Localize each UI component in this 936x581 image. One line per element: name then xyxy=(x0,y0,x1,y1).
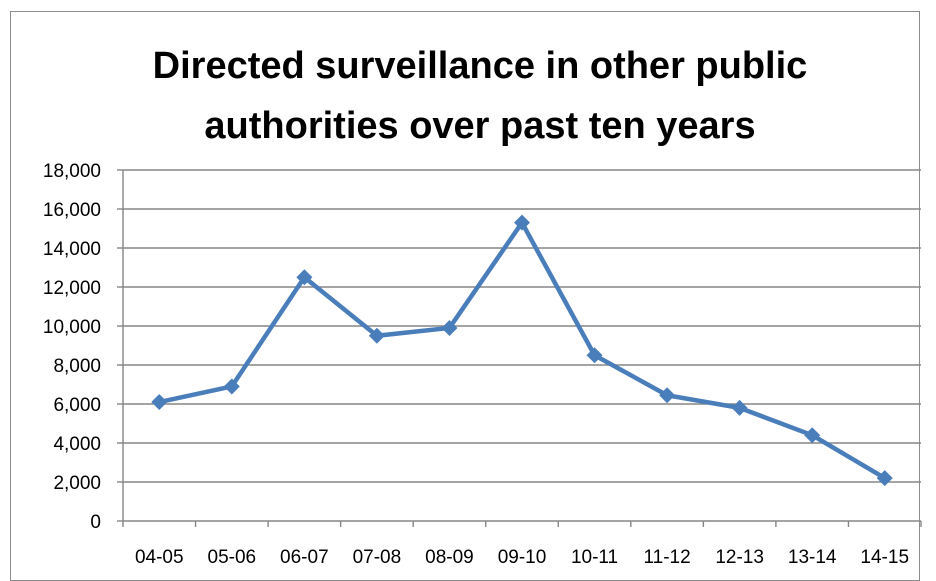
x-tick-label: 12-13 xyxy=(715,547,764,568)
data-point-marker xyxy=(804,427,821,444)
y-tick-label: 10,000 xyxy=(43,317,101,338)
data-point-marker xyxy=(368,327,385,344)
series-line xyxy=(158,220,886,481)
x-tick-label: 10-11 xyxy=(571,547,618,568)
chart-title-line-1: Directed surveillance in other public xyxy=(153,45,808,87)
data-point-marker xyxy=(223,378,240,395)
y-tick-label: 0 xyxy=(90,512,101,533)
x-tick-label: 13-14 xyxy=(788,547,837,568)
y-tick-label: 2,000 xyxy=(53,473,101,494)
y-tick-label: 6,000 xyxy=(53,395,101,416)
y-tick-label: 8,000 xyxy=(53,356,101,377)
chart-frame xyxy=(10,11,920,581)
y-axis-tick-labels: 0 2,000 4,000 6,000 8,000 10,000 12,000 14,000 1… xyxy=(43,161,101,533)
axes xyxy=(117,169,922,527)
x-tick-label: 11-12 xyxy=(643,547,690,568)
data-point-marker xyxy=(151,394,168,411)
x-tick-label: 14-15 xyxy=(860,547,909,568)
x-tick-label: 05-06 xyxy=(208,547,257,568)
y-tick-label: 16,000 xyxy=(43,200,101,221)
gridlines xyxy=(123,169,921,483)
data-point-marker xyxy=(659,387,676,404)
data-point-marker xyxy=(514,214,530,231)
y-tick-label: 18,000 xyxy=(43,161,101,182)
data-point-marker xyxy=(296,269,313,286)
data-point-marker xyxy=(441,319,458,336)
chart-title: Directed surveillance in other public au… xyxy=(153,45,808,147)
data-point-marker xyxy=(876,470,893,487)
x-tick-label: 06-07 xyxy=(280,547,329,568)
y-tick-label: 4,000 xyxy=(53,434,101,455)
data-point-marker xyxy=(731,399,748,416)
y-tick-label: 12,000 xyxy=(43,278,101,299)
series xyxy=(151,214,893,487)
x-axis-tick-labels: 04-05 05-06 06-07 07-08 08-09 09-10 10-11 11-12… xyxy=(135,547,909,568)
x-tick-label: 09-10 xyxy=(498,547,547,568)
x-tick-label: 07-08 xyxy=(353,547,402,568)
x-tick-label: 08-09 xyxy=(425,547,474,568)
data-point-marker xyxy=(586,347,603,364)
x-tick-label: 04-05 xyxy=(135,547,184,568)
y-tick-label: 14,000 xyxy=(43,239,101,260)
chart-title-line-2: authorities over past ten years xyxy=(204,105,755,147)
